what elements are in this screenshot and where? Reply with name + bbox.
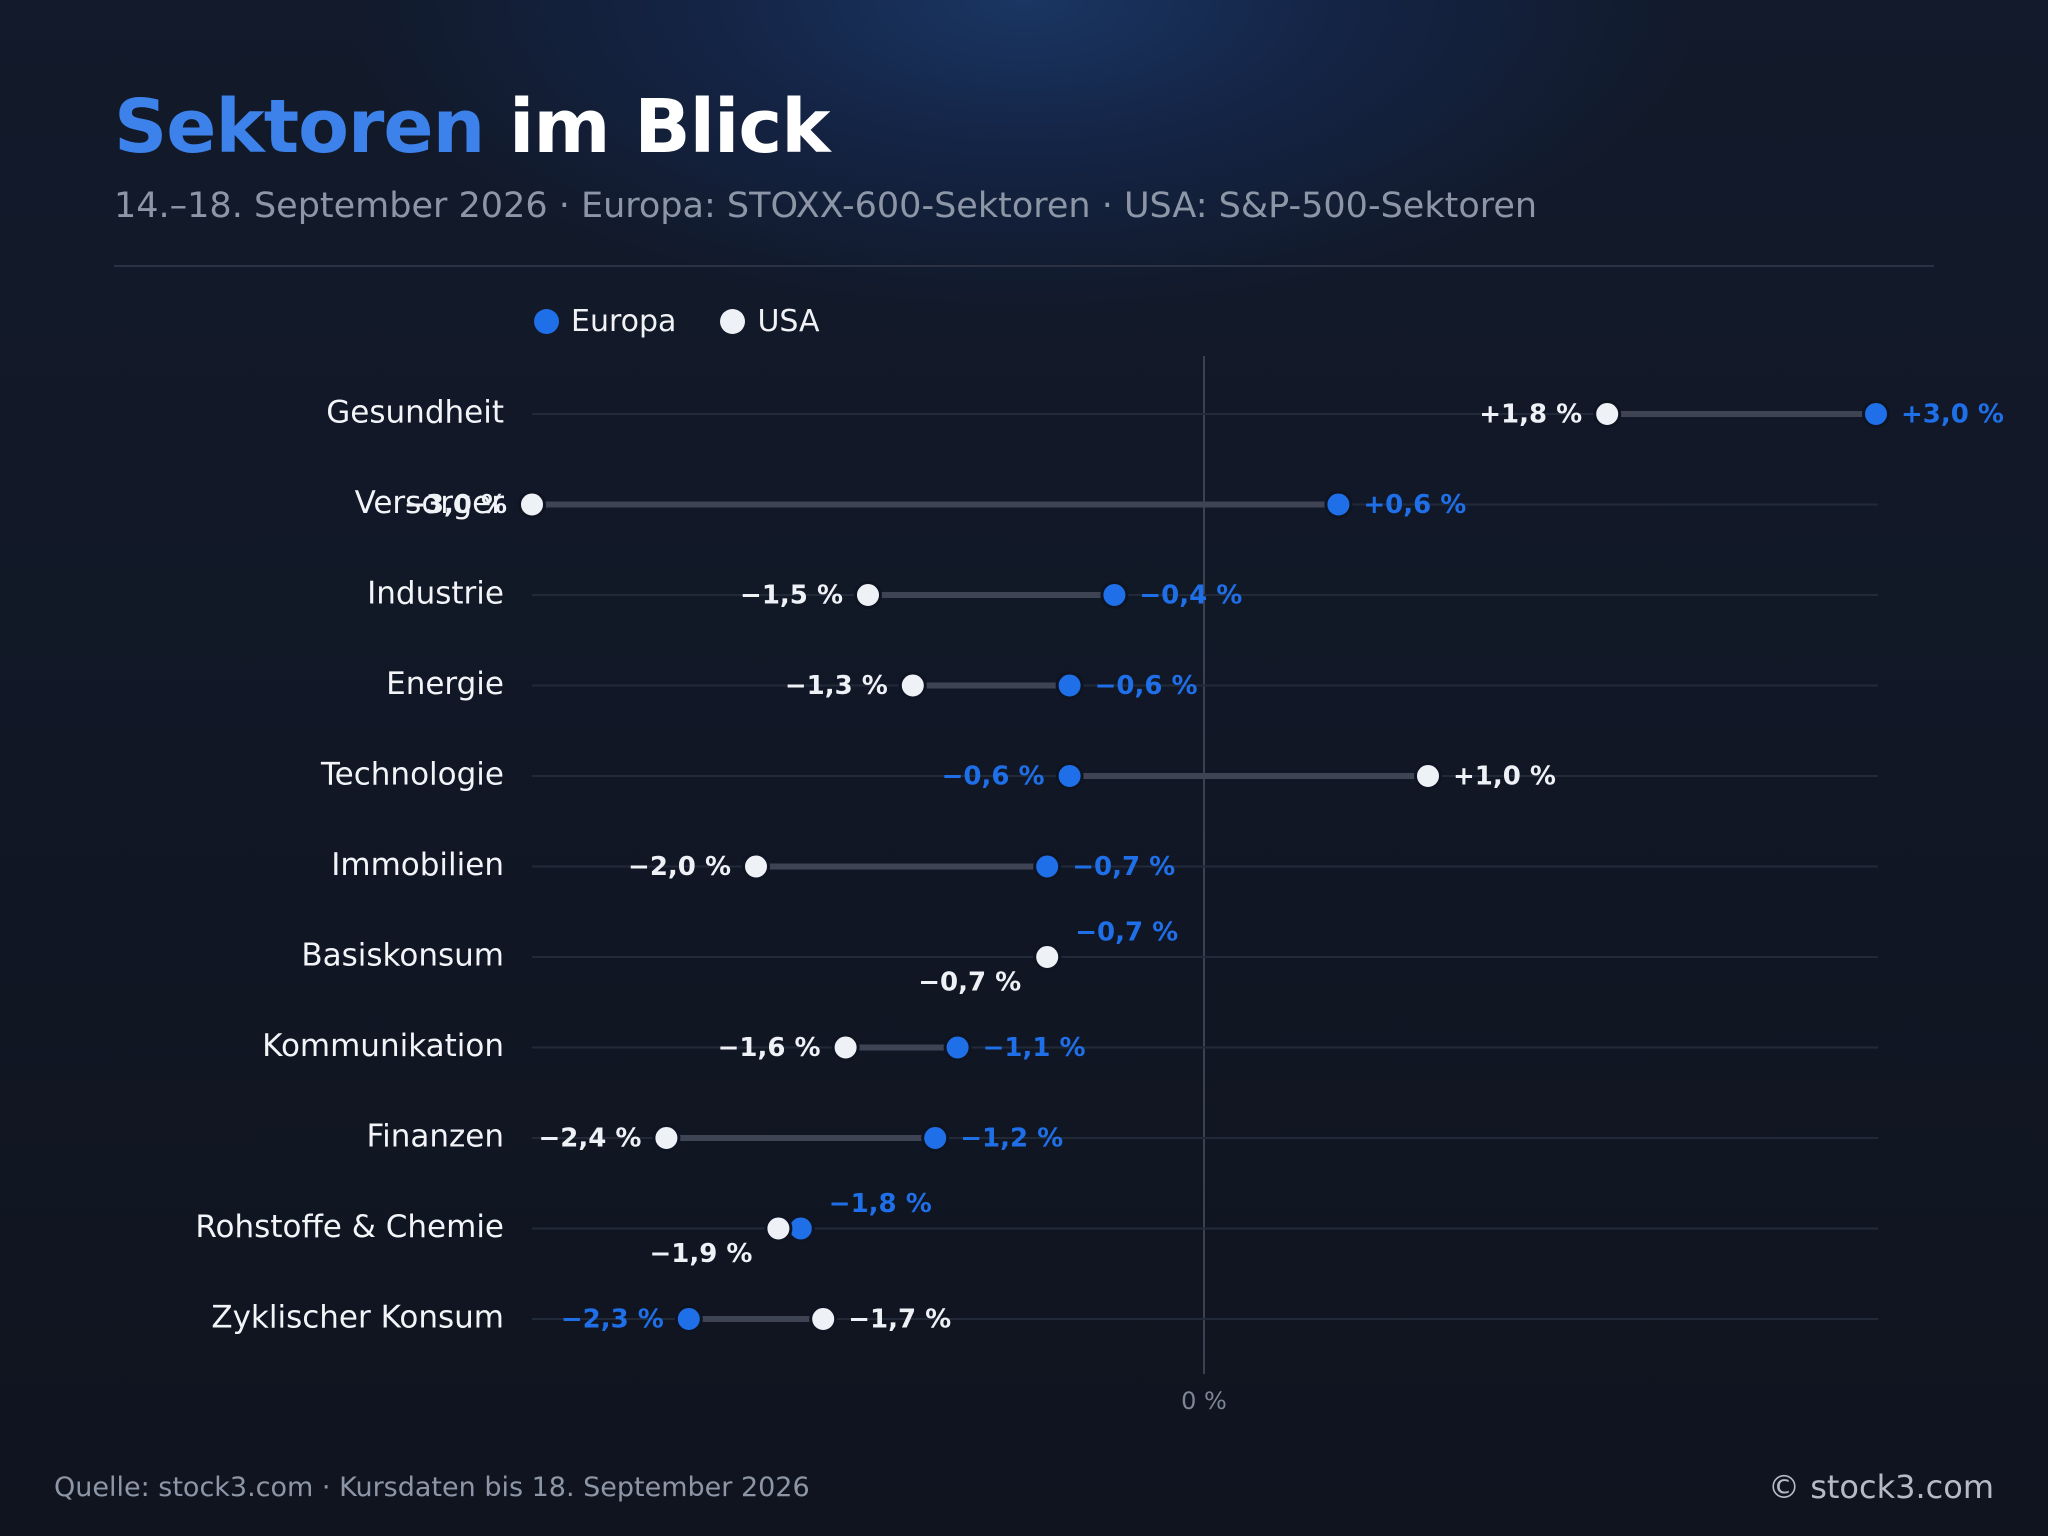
title-rest: im Blick (484, 84, 830, 170)
europa-value-label: −1,8 % (829, 1189, 932, 1219)
usa-value-label: −1,5 % (740, 581, 843, 611)
chart-subtitle: 14.–18. September 2026 · Europa: STOXX-6… (114, 186, 1538, 226)
category-label: Kommunikation (262, 1028, 504, 1064)
europa-value-label: −0,7 % (1075, 918, 1178, 948)
usa-value-label: −2,0 % (628, 852, 731, 882)
legend-label-europa: Europa (571, 304, 677, 339)
europa-value-label: −1,2 % (960, 1124, 1063, 1154)
legend-item-europa: Europa (534, 304, 676, 339)
title-highlight: Sektoren (114, 84, 485, 170)
category-label: Industrie (367, 576, 504, 612)
europa-value-label: +3,0 % (1901, 400, 2004, 430)
europa-point (1033, 852, 1062, 881)
europa-point (943, 1033, 972, 1062)
usa-point (1033, 943, 1062, 971)
europa-point (1862, 400, 1890, 428)
chart-title: Sektoren im Blick (114, 82, 1934, 172)
usa-point (898, 671, 927, 700)
zero-axis-label: 0 % (1181, 1387, 1227, 1415)
europa-point (1055, 671, 1084, 700)
legend-label-usa: USA (757, 304, 820, 339)
europa-value-label: −0,6 % (1095, 671, 1198, 701)
usa-point (809, 1305, 838, 1333)
europa-point (674, 1305, 703, 1333)
usa-value-label: −1,9 % (649, 1239, 752, 1269)
europa-value-label: +0,6 % (1363, 490, 1466, 520)
europa-value-label: −0,4 % (1139, 581, 1242, 611)
category-label: Finanzen (367, 1119, 504, 1155)
usa-value-label: −1,6 % (718, 1033, 821, 1063)
europa-value-label: −2,3 % (561, 1305, 664, 1335)
europa-point (921, 1124, 950, 1152)
usa-value-label: −0,7 % (918, 968, 1021, 998)
chart-header: Sektoren im Blick 14.–18. September 2026… (114, 82, 1934, 226)
europa-value-label: −0,6 % (942, 762, 1045, 792)
usa-value-label: +1,0 % (1453, 762, 1556, 792)
europa-point (1324, 490, 1353, 519)
usa-point (1593, 400, 1622, 428)
category-label: Versorger (355, 485, 505, 521)
usa-point (742, 852, 770, 881)
europa-point (1100, 581, 1129, 609)
usa-point (518, 490, 546, 519)
usa-value-label: −3,0 % (404, 490, 507, 520)
copyright-note: © stock3.com (1768, 1468, 1994, 1506)
europa-point (1055, 762, 1084, 790)
europa-value-label: −1,1 % (983, 1033, 1086, 1063)
category-label: Rohstoffe & Chemie (195, 1209, 504, 1245)
category-label: Zyklischer Konsum (211, 1300, 504, 1336)
category-label: Basiskonsum (301, 938, 504, 974)
usa-value-label: −1,7 % (848, 1305, 951, 1335)
usa-value-label: +1,8 % (1479, 400, 1582, 430)
usa-point (831, 1033, 860, 1062)
usa-point (764, 1214, 793, 1243)
europa-value-label: −0,7 % (1072, 852, 1175, 882)
usa-value-label: −2,4 % (538, 1124, 641, 1154)
category-label: Gesundheit (326, 395, 504, 431)
usa-point (854, 581, 882, 609)
category-label: Energie (386, 666, 504, 702)
usa-value-label: −1,3 % (785, 671, 888, 701)
category-label: Technologie (320, 757, 504, 793)
legend-dot-europa (534, 309, 559, 334)
usa-point (1414, 762, 1442, 790)
header-divider (114, 265, 1934, 267)
category-label: Immobilien (331, 847, 504, 883)
usa-point (652, 1124, 681, 1152)
source-note: Quelle: stock3.com · Kursdaten bis 18. S… (54, 1472, 810, 1503)
legend-item-usa: USA (720, 304, 820, 339)
legend-dot-usa (720, 309, 746, 334)
chart-legend: Europa USA (534, 304, 820, 339)
